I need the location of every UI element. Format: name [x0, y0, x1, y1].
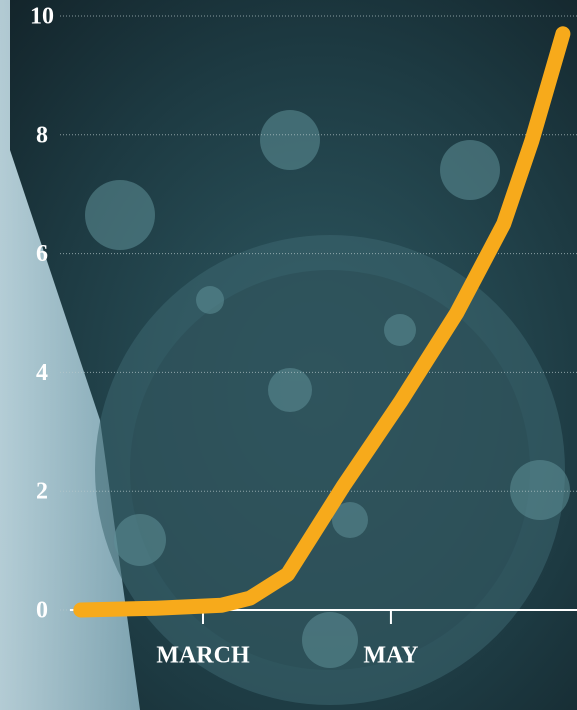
y-tick-label: 2	[36, 479, 48, 505]
data-line	[73, 26, 571, 618]
x-tick-label: MAY	[363, 643, 418, 669]
plot-area: 0 2 4 6 8 10 MARCH MAY	[30, 4, 577, 669]
y-tick-label: 6	[36, 241, 48, 267]
y-tick-label: 10	[30, 4, 54, 30]
y-tick-label: 0	[36, 598, 48, 624]
y-tick-label: 8	[36, 122, 48, 148]
x-tick-label: MARCH	[156, 643, 250, 669]
y-tick-label: 4	[36, 360, 48, 386]
